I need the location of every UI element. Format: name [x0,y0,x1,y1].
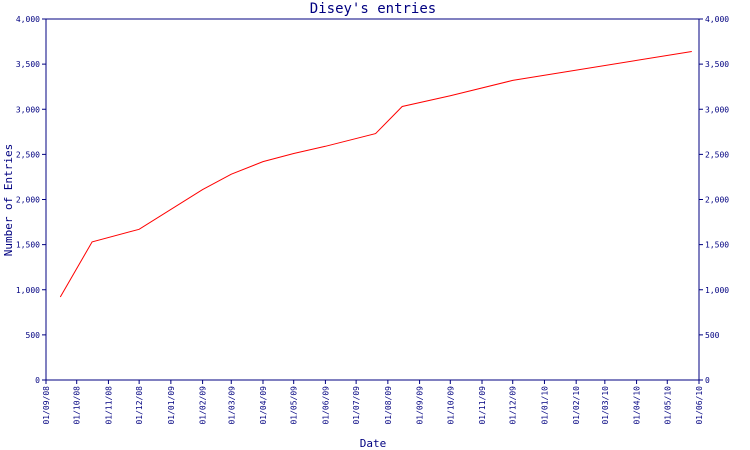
x-tick-label: 01/04/09 [259,386,268,425]
x-tick-label: 01/04/10 [633,386,642,425]
y-tick-label-left: 4,000 [16,15,40,24]
data-point [292,152,295,155]
x-tick-label: 01/01/10 [540,386,549,425]
x-tick-label: 01/03/10 [601,386,610,425]
data-point [201,188,204,191]
x-tick-label: 01/10/08 [73,386,82,425]
data-point [324,145,327,148]
x-tick-label: 01/09/08 [42,386,51,425]
y-tick-label-right: 2,000 [705,196,729,205]
y-tick-label-right: 3,500 [705,60,729,69]
data-point [261,160,264,163]
x-axis-label: Date [360,437,387,450]
x-tick-label: 01/06/10 [695,386,704,425]
x-tick-label: 01/07/09 [352,386,361,425]
y-tick-label-right: 2,500 [705,150,729,159]
x-tick-label: 01/11/08 [104,386,113,425]
data-point [690,50,693,53]
x-tick-label: 01/02/10 [572,386,581,425]
y-tick-label-left: 2,000 [16,196,40,205]
y-tick-label-right: 3,000 [705,105,729,114]
data-point [511,79,514,82]
x-tick-label: 01/12/08 [135,386,144,425]
x-tick-label: 01/01/09 [167,386,176,425]
y-tick-label-left: 3,500 [16,60,40,69]
series-layer [59,50,693,298]
y-tick-label-left: 1,500 [16,241,40,250]
y-tick-label-left: 2,500 [16,150,40,159]
data-point [374,132,377,135]
x-tick-label: 01/03/09 [227,386,236,425]
y-tick-label-left: 1,000 [16,286,40,295]
data-point [401,105,404,108]
y-tick-label-left: 3,000 [16,105,40,114]
x-tick-label: 01/02/09 [199,386,208,425]
data-point [230,173,233,176]
y-axis-label: Number of Entries [2,144,15,257]
x-tick-label: 01/11/09 [478,386,487,425]
plot-frame [45,18,700,381]
y-tick-label-right: 4,000 [705,15,729,24]
x-tick-label: 01/06/09 [321,386,330,425]
x-tick-label: 01/05/10 [663,386,672,425]
y-tick-label-left: 0 [35,376,40,385]
y-tick-label-right: 0 [705,376,710,385]
y-tick-label-left: 500 [26,331,41,340]
y-tick-label-right: 1,000 [705,286,729,295]
y-tick-label-right: 1,500 [705,241,729,250]
axes: 0 0 500 500 1,000 1,000 1,500 1,500 2,000 2,000 2,… [16,15,729,425]
chart-title: Disey's entries [310,1,436,17]
x-tick-label: 01/10/09 [446,386,455,425]
series-line-0 [59,51,692,298]
x-tick-label: 01/09/09 [416,386,425,425]
x-tick-label: 01/08/09 [384,386,393,425]
data-point [91,240,94,243]
data-point [59,295,62,298]
x-tick-label: 01/12/09 [509,386,518,425]
data-point [138,228,141,231]
x-tick-label: 01/05/09 [290,386,299,425]
y-tick-label-right: 500 [705,331,720,340]
data-point [449,94,452,97]
